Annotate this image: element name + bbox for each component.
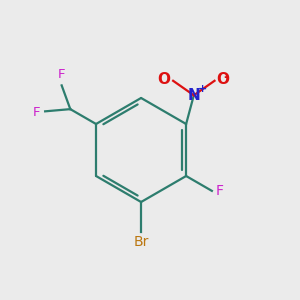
Text: F: F bbox=[215, 184, 223, 198]
Text: O: O bbox=[216, 72, 229, 87]
Text: F: F bbox=[58, 68, 65, 81]
Text: +: + bbox=[197, 84, 207, 94]
Text: O: O bbox=[157, 72, 170, 87]
Text: Br: Br bbox=[134, 235, 149, 249]
Text: -: - bbox=[223, 70, 229, 84]
Text: F: F bbox=[33, 106, 41, 119]
Text: N: N bbox=[188, 88, 200, 103]
